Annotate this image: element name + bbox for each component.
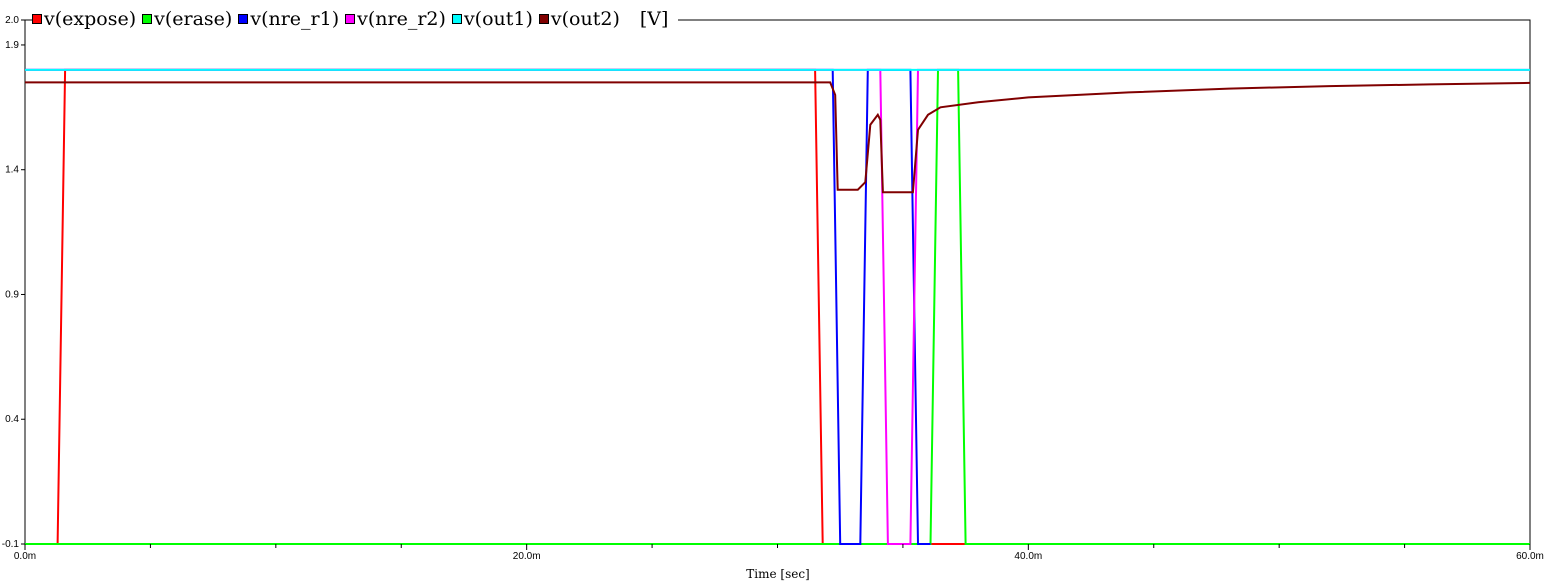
legend-label: v(erase) [154, 8, 233, 30]
x-axis-label: Time [sec] [746, 567, 809, 581]
axes [24, 19, 1531, 545]
legend-label: v(expose) [44, 8, 137, 30]
ticks: 2.0 1.9 1.4 0.9 0.4 -0.10.0m 20.0m 40.0m 60.0m [2, 15, 1544, 562]
legend-swatch [345, 14, 356, 24]
legend-label: v(out2) [550, 8, 620, 30]
y-tick-label: -0.1 [2, 539, 20, 550]
legend-item: v(expose) [32, 8, 136, 30]
x-tick-label: 40.0m [1014, 551, 1042, 562]
legend-item: v(nre_r2) [345, 8, 446, 30]
x-tick-label: 0.0m [14, 551, 36, 562]
series-line-v-out2 [25, 81, 1531, 194]
legend-swatch [238, 14, 249, 24]
legend-swatch [538, 14, 549, 24]
y-tick-label: 0.4 [5, 414, 19, 425]
legend-item: v(nre_r1) [238, 8, 339, 30]
legend-label: v(nre_r2) [357, 8, 446, 30]
legend-swatch [142, 14, 153, 24]
y-tick-label: 0.9 [5, 289, 19, 300]
legend-item: v(out1) [451, 8, 533, 30]
x-tick-label: 20.0m [513, 551, 541, 562]
plot-frame [24, 19, 1531, 545]
y-tick-label: 1.9 [5, 40, 19, 51]
legend-item: v(out2) [538, 8, 620, 30]
legend-label: v(out1) [463, 8, 533, 30]
unit-label: [V] [639, 8, 669, 30]
x-tick-label: 60.0m [1516, 551, 1544, 562]
y-tick-label: 2.0 [5, 15, 19, 26]
series-line-v-nre-r1 [25, 68, 931, 545]
legend-label: v(nre_r1) [250, 8, 340, 30]
legend: v(expose) v(erase) v(nre_r1) v(nre_r2) v(out… [32, 6, 679, 32]
y-tick-label: 1.4 [5, 165, 19, 176]
legend-swatch [451, 14, 462, 24]
legend-item: v(erase) [142, 8, 232, 30]
legend-swatch [32, 14, 42, 24]
series-layer [25, 68, 1531, 545]
